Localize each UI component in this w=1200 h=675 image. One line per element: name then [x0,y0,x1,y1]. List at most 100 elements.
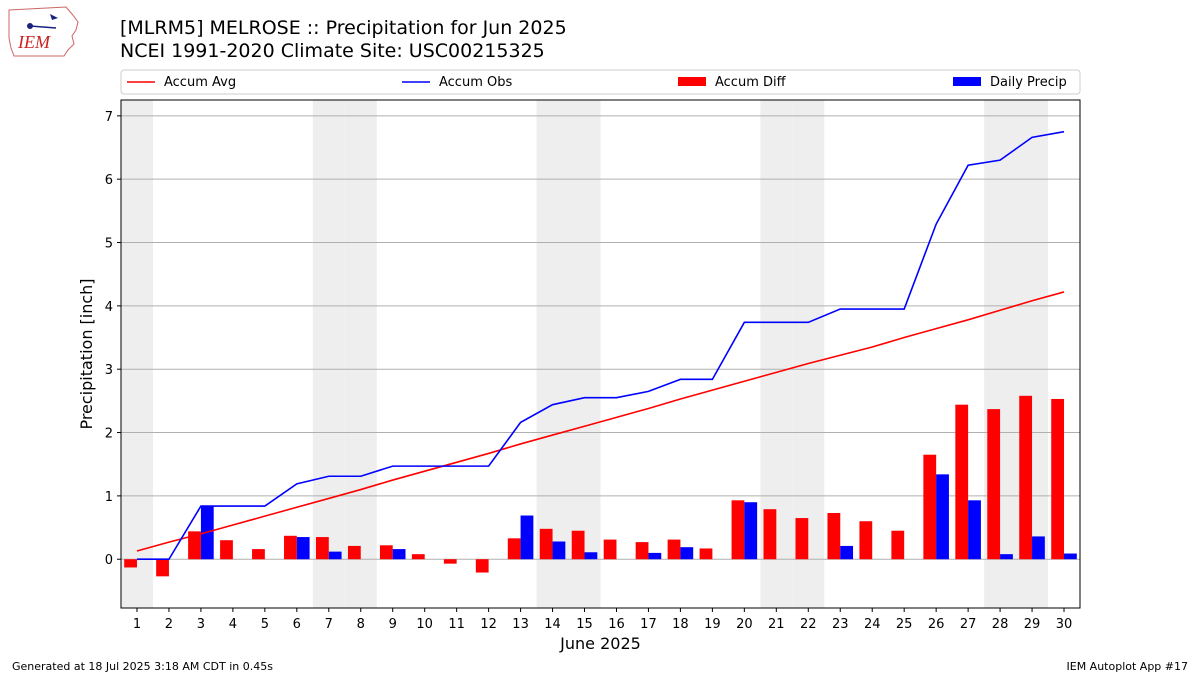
daily-precip-bar-26 [936,474,949,560]
accum-diff-bar-4 [220,540,233,560]
x-tick-label-18: 18 [672,617,689,632]
daily-precip-bar-9 [392,549,406,560]
y-tick-label-0: 0 [105,553,113,568]
legend-box [120,69,1081,95]
x-tick-label-24: 24 [864,617,881,632]
lines [136,130,1065,561]
accum-diff-bar-24 [859,521,873,560]
iem-logo: IEM [8,6,79,57]
daily-precip-bar-17 [648,552,662,560]
accum-diff-bar-13 [507,538,521,560]
x-tick-label-20: 20 [736,617,753,632]
accum-diff-bar-29 [1019,395,1033,560]
x-tick-label-9: 9 [389,617,397,632]
x-tick-label-19: 19 [704,617,721,632]
y-tick-label-4: 4 [105,300,113,315]
y-tick-label-6: 6 [105,173,113,188]
daily-precip-bar-18 [680,547,694,560]
weekend-shade-day-8 [344,100,377,608]
legend-label-accum-avg: Accum Avg [164,75,236,90]
accum-diff-bar-5 [252,549,265,560]
y-tick-label-7: 7 [105,110,113,125]
weekend-shade-day-14 [536,100,569,608]
legend-label-accum-obs: Accum Obs [439,75,512,90]
daily-precip-bar-14 [552,541,566,560]
logo-text: IEM [17,32,51,52]
y-axis-label: Precipitation [inch] [77,278,96,429]
daily-precip-bar-23 [840,545,854,560]
x-tick-label-25: 25 [896,617,913,632]
x-tick-label-1: 1 [133,617,141,632]
daily-precip-bar-6 [296,537,310,560]
daily-precip-bar-13 [520,515,534,560]
x-tick-label-5: 5 [261,617,269,632]
accum-diff-bar-9 [379,545,393,560]
daily-precip-bar-27 [968,500,981,560]
x-tick-label-2: 2 [165,617,173,632]
y-tick-label-1: 1 [105,490,113,505]
x-tick-label-14: 14 [544,617,561,632]
accum-diff-bar-3 [188,531,201,560]
x-tick-label-30: 30 [1056,617,1073,632]
accum-diff-bar-28 [987,409,1001,560]
weekend-shade-day-7 [312,100,345,608]
y-tick-label-3: 3 [105,363,113,378]
x-tick-label-26: 26 [928,617,945,632]
x-tick-label-17: 17 [640,617,657,632]
x-tick-label-28: 28 [992,617,1009,632]
x-tick-label-27: 27 [960,617,977,632]
x-axis-label: June 2025 [559,634,641,653]
accum-diff-bar-8 [347,545,361,560]
x-tick-label-3: 3 [197,617,205,632]
daily-precip-bar-7 [328,551,342,560]
plot-frame [120,99,1081,609]
x-tick-label-4: 4 [229,617,237,632]
iowa-outline-icon [8,6,79,57]
x-tick-label-8: 8 [357,617,365,632]
accum-diff-bar-10 [411,554,425,560]
accum-diff-bar-12 [475,559,489,573]
accum-diff-bar-21 [763,509,777,560]
accum-diff-bar-19 [699,548,713,560]
accum-diff-bar-27 [955,404,969,560]
footer-generated: Generated at 18 Jul 2025 3:18 AM CDT in … [12,660,273,673]
accum-diff-bar-25 [891,530,905,560]
accum-diff-bar-7 [315,537,329,560]
wind-vane-icon [50,14,58,20]
x-tick-label-11: 11 [448,617,465,632]
x-tick-label-10: 10 [416,617,433,632]
accum-diff-bar-26 [923,454,937,560]
chart-title: [MLRM5] MELROSE :: Precipitation for Jun… [120,17,567,39]
y-tick-label-2: 2 [105,427,113,442]
accum-diff-bar-15 [571,530,585,560]
legend-label-accum-diff: Accum Diff [715,75,787,90]
legend-swatch-daily-precip [953,77,981,86]
x-tick-label-23: 23 [832,617,849,632]
gridlines [121,115,1080,560]
accum-diff-bar-1 [124,559,137,568]
accum-obs-line [136,130,1065,561]
x-tick-label-15: 15 [576,617,593,632]
weekend-shade-day-15 [568,100,601,608]
x-tick-label-12: 12 [480,617,497,632]
chart-subtitle: NCEI 1991-2020 Climate Site: USC00215325 [120,40,545,62]
x-tick-label-21: 21 [768,617,785,632]
legend-label-daily-precip: Daily Precip [990,75,1067,90]
daily-precip-bar-20 [744,502,758,560]
accum-diff-bar-17 [635,542,649,560]
accum-diff-bar-16 [603,539,617,560]
daily-precip-bar-29 [1032,536,1045,560]
legend-swatch-accum-diff [678,77,706,86]
x-tick-label-16: 16 [608,617,625,632]
accum-diff-bar-20 [731,500,745,560]
accum-diff-bar-6 [284,535,297,560]
accum-diff-bar-2 [156,559,169,577]
y-tick-label-5: 5 [105,237,113,252]
x-tick-label-6: 6 [293,617,301,632]
daily-precip-bar-15 [584,552,598,560]
x-tick-label-7: 7 [325,617,333,632]
accum-diff-bar-23 [827,512,841,560]
accum-avg-line [136,291,1065,552]
